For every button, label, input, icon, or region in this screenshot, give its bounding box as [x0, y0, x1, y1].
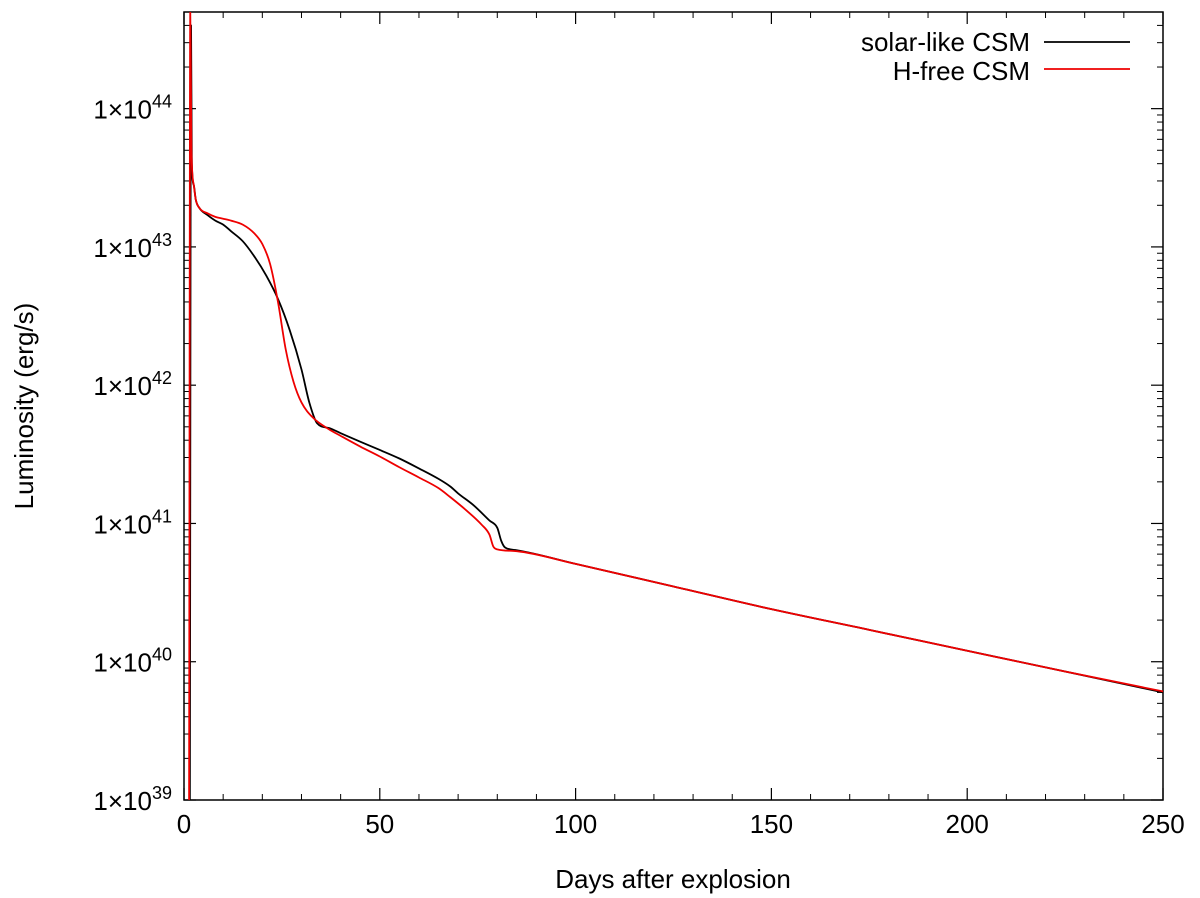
legend: solar-like CSM H-free CSM — [861, 27, 1130, 86]
minor-ticks — [184, 24, 1163, 759]
y-axis-label: Luminosity (erg/s) — [9, 303, 39, 510]
series-line-h-free-csm — [188, 12, 1163, 800]
x-tick-label: 0 — [177, 809, 191, 839]
series-layer — [188, 12, 1163, 800]
legend-label-solar-like: solar-like CSM — [861, 27, 1030, 57]
x-axis-ticks: 0 50 100 150 200 250 — [177, 12, 1185, 839]
y-axis-ticks: 1×1039 1×1040 1×1041 1×1042 1×1043 1×1044 — [93, 92, 1163, 816]
y-tick-label: 1×1041 — [93, 506, 172, 539]
y-tick-label: 1×1039 — [93, 783, 172, 816]
x-tick-label: 150 — [750, 809, 793, 839]
y-tick-label: 1×1044 — [93, 92, 172, 125]
x-tick-label: 50 — [365, 809, 394, 839]
x-tick-label: 250 — [1141, 809, 1184, 839]
plot-frame — [183, 11, 1164, 801]
legend-label-h-free: H-free CSM — [893, 56, 1030, 86]
y-tick-label: 1×1040 — [93, 645, 172, 678]
x-axis-label: Days after explosion — [555, 864, 791, 894]
x-tick-label: 100 — [554, 809, 597, 839]
y-tick-label: 1×1042 — [93, 368, 172, 401]
series-line-solar-like-csm — [188, 24, 1163, 800]
y-tick-label: 1×1043 — [93, 230, 172, 263]
x-tick-label: 200 — [946, 809, 989, 839]
